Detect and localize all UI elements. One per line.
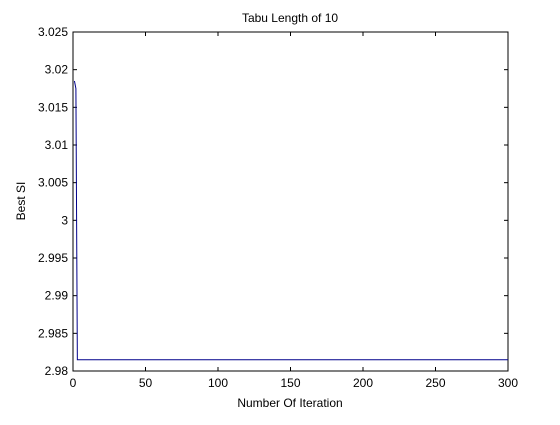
- series-line: [73, 80, 508, 361]
- x-tick-label: 200: [353, 376, 373, 390]
- y-tick-label: 3.01: [45, 138, 69, 152]
- x-tick-label: 300: [498, 376, 518, 390]
- x-tick-label: 50: [139, 376, 153, 390]
- y-tick-label: 2.995: [38, 251, 68, 265]
- plot-area: [72, 31, 509, 372]
- y-axis: 2.98 2.985 2.99 2.995 3 3.005 3.01 3.015 3.02 3.0…: [38, 25, 508, 378]
- x-tick-label: 100: [208, 376, 228, 390]
- x-tick-label: 250: [425, 376, 445, 390]
- y-tick-label: 3: [61, 213, 68, 227]
- y-tick-label: 3.005: [38, 176, 68, 190]
- x-axis-label: Number Of Iteration: [237, 396, 342, 410]
- y-tick-label: 3.02: [45, 63, 69, 77]
- y-axis-label: Best SI: [14, 182, 28, 221]
- y-tick-label: 3.025: [38, 25, 68, 39]
- y-tick-label: 2.985: [38, 326, 68, 340]
- series-layer: [73, 80, 508, 361]
- x-tick-label: 0: [70, 376, 77, 390]
- y-tick-label: 2.98: [45, 364, 69, 378]
- x-axis: 0 50 100 150 200 250 300: [70, 32, 518, 390]
- y-tick-label: 3.015: [38, 100, 68, 114]
- y-tick-label: 2.99: [45, 289, 69, 303]
- x-tick-label: 150: [280, 376, 300, 390]
- chart-title: Tabu Length of 10: [242, 11, 338, 25]
